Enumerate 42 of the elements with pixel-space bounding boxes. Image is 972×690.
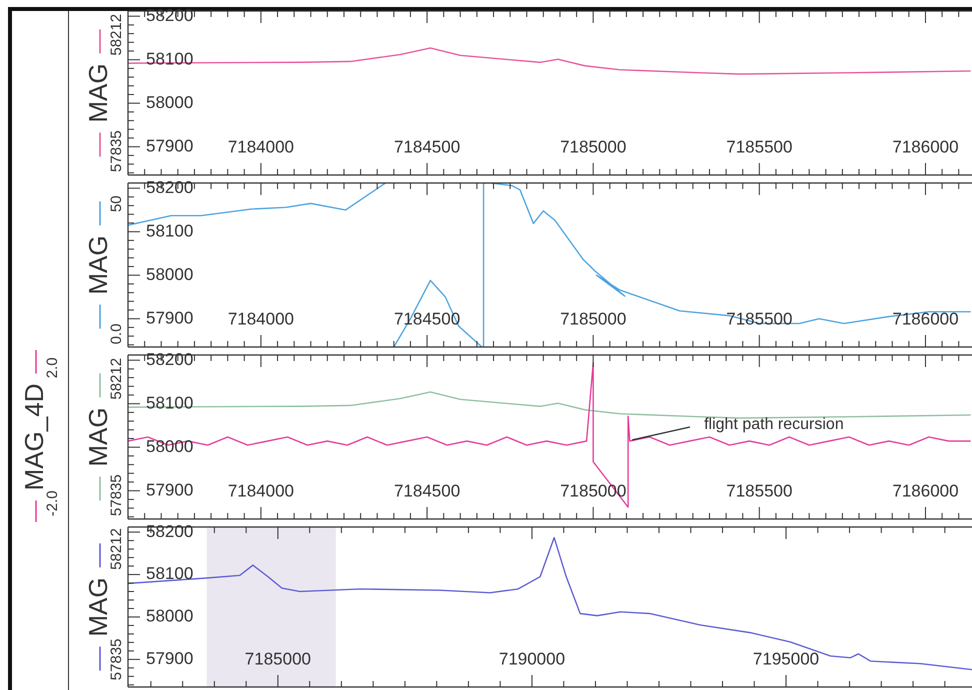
y-tick-label: 58000 <box>146 436 194 456</box>
x-tick-label: 7184000 <box>228 482 294 501</box>
x-tick-label: 7184000 <box>228 310 294 329</box>
x-tick-label: 7195000 <box>752 650 820 669</box>
y3-tick-label: -2.0 <box>44 490 62 516</box>
y2-tick-label: 57835 <box>108 638 126 680</box>
annotation: flight path recursion <box>704 416 844 434</box>
y3-tick-label: 2.0 <box>44 357 62 378</box>
x-tick-label: 7185000 <box>560 138 626 157</box>
x-tick-label: 7185000 <box>560 310 626 329</box>
y-tick-label: 58100 <box>146 564 194 584</box>
y-tick-label: 58000 <box>146 264 194 284</box>
y2-tick-label: 50 <box>108 195 126 212</box>
x-tick-label: 7185500 <box>726 138 792 157</box>
y-tick-label: 57900 <box>146 480 194 500</box>
y2-tick-label: 57835 <box>108 474 126 516</box>
y2-tick-label: 57835 <box>108 130 126 172</box>
legend-label: MAG <box>83 577 114 637</box>
y2-tick-label: 58212 <box>108 528 126 570</box>
x-tick-label: 7186000 <box>892 482 959 501</box>
x-tick-label: 7186000 <box>892 310 959 329</box>
legend-label: MAG <box>83 235 114 295</box>
legend-label: MAG_4D <box>19 384 50 490</box>
x-tick-label: 7184000 <box>228 138 294 157</box>
y-tick-label: 58000 <box>146 606 194 626</box>
legend-label: MAG <box>83 407 114 467</box>
y2-tick-label: 58212 <box>108 358 126 400</box>
x-tick-label: 7186000 <box>892 138 959 157</box>
y2-tick-label: 58212 <box>108 14 126 56</box>
x-tick-label: 7184500 <box>394 138 460 157</box>
y-tick-label: 58100 <box>146 393 194 412</box>
y2-tick-label: 0.0 <box>108 324 126 344</box>
x-tick-label: 7184500 <box>394 482 460 501</box>
y-tick-label: 58100 <box>146 221 194 240</box>
y-tick-label: 57900 <box>146 136 194 156</box>
x-tick-label: 7185500 <box>726 482 792 501</box>
y-tick-label: 58000 <box>146 92 194 112</box>
y-tick-label: 57900 <box>146 308 194 328</box>
legend-label: MAG <box>83 63 114 123</box>
y-tick-label: 57900 <box>146 649 194 668</box>
x-tick-label: 7185000 <box>244 650 311 669</box>
x-tick-label: 7190000 <box>498 650 566 669</box>
